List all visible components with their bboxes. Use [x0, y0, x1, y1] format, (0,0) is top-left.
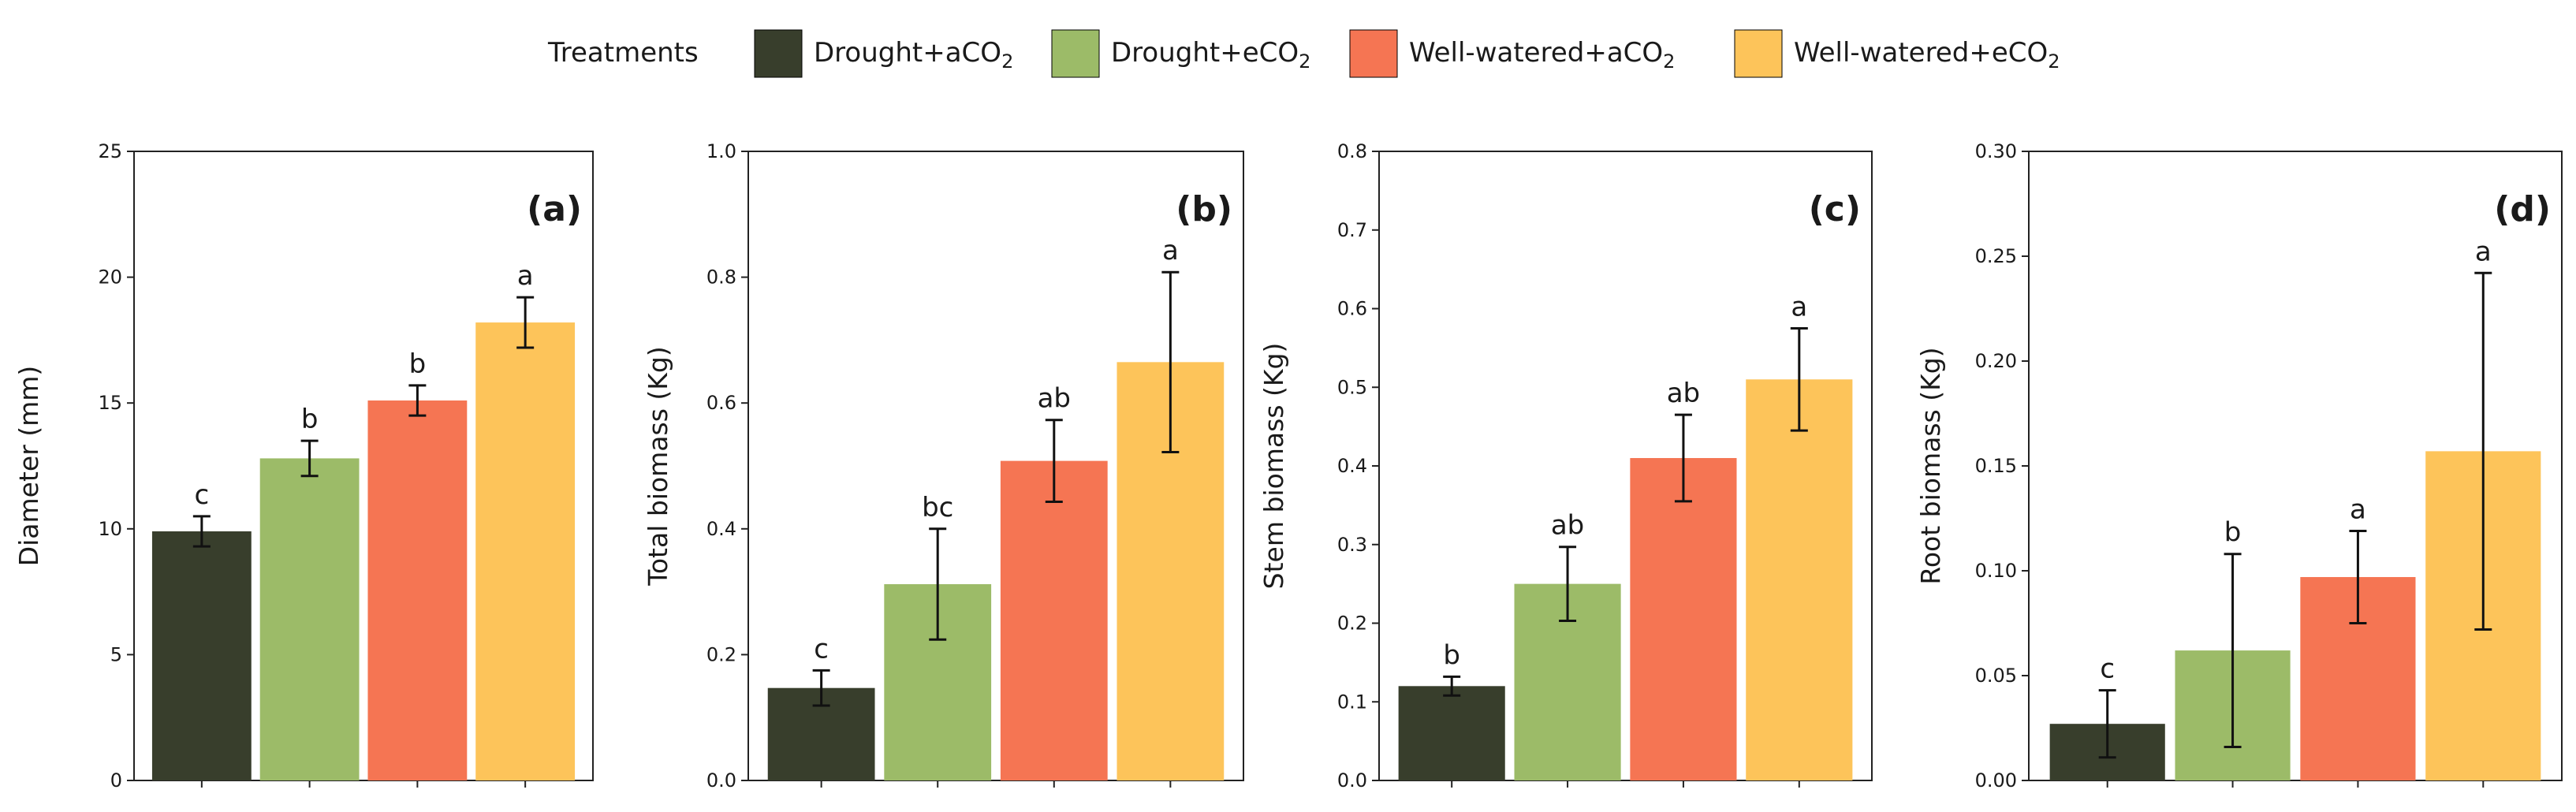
bar: [259, 458, 360, 780]
significance-label: c: [2100, 654, 2115, 685]
panel-c: 0.0 0.1 0.2 0.3 0.4 0.5 0.6 0.7 0.8 Stem biomass …: [1258, 140, 1873, 792]
bar: [151, 531, 252, 780]
y-tick-label: 0: [110, 769, 122, 792]
y-axis-label: Diameter (mm): [13, 366, 44, 567]
legend-swatch: [1051, 29, 1100, 78]
significance-label: b: [2224, 517, 2242, 549]
significance-label: a: [1791, 291, 1807, 322]
bar: [1630, 458, 1737, 780]
legend-label-subscript: 2: [1299, 50, 1310, 73]
legend-swatch: [754, 29, 803, 78]
bar: [1398, 686, 1505, 780]
significance-label: b: [409, 348, 427, 380]
panel-label: (c): [1809, 189, 1861, 229]
panel-label: (d): [2494, 189, 2551, 229]
significance-label: c: [194, 479, 209, 511]
significance-label: a: [517, 260, 534, 292]
significance-label: ab: [1551, 510, 1584, 542]
panel-label: (a): [527, 189, 582, 229]
significance-label: b: [1443, 639, 1460, 671]
significance-label: a: [2350, 494, 2366, 525]
bar: [1746, 379, 1853, 780]
y-tick-label: 0.5: [1337, 376, 1367, 398]
bar: [1000, 460, 1108, 780]
y-axis-label: Root biomass (Kg): [1915, 347, 1946, 584]
y-tick-label: 0.3: [1337, 534, 1367, 556]
legend-swatch: [1349, 29, 1398, 78]
legend: Treatments Drought+aCO2 Drought+eCO2 Wel…: [547, 29, 2060, 78]
y-tick-label: 5: [110, 643, 122, 665]
y-axis-label: Stem biomass (Kg): [1258, 343, 1289, 590]
legend-label-subscript: 2: [2048, 50, 2060, 73]
legend-label-subscript: 2: [1001, 50, 1013, 73]
y-tick-label: 0.7: [1337, 219, 1367, 241]
y-tick-label: 0.2: [706, 643, 736, 665]
bar: [475, 322, 576, 780]
legend-entry: Drought+eCO2: [1051, 29, 1310, 78]
panel-label: (b): [1176, 189, 1232, 229]
y-tick-label: 0.8: [706, 266, 736, 289]
axes-frame: [133, 151, 594, 781]
y-tick-label: 0.8: [1337, 140, 1367, 162]
significance-label: bc: [922, 492, 953, 523]
y-axis-label: Total biomass (Kg): [643, 346, 673, 586]
legend-title: Treatments: [547, 37, 699, 69]
y-tick-label: 0.6: [1337, 298, 1367, 320]
legend-label-text: Well-watered+aCO: [1409, 37, 1663, 69]
legend-label-text: Drought+aCO: [814, 37, 1001, 69]
significance-label: a: [2475, 236, 2492, 267]
y-tick-label: 0.0: [1337, 769, 1367, 792]
legend-label: Drought+eCO2: [1111, 37, 1310, 73]
significance-label: ab: [1667, 378, 1700, 409]
significance-label: b: [301, 404, 319, 435]
significance-label: a: [1162, 235, 1179, 266]
y-tick-label: 10: [98, 518, 122, 540]
y-tick-label: 25: [98, 140, 122, 162]
panel-d: 0.00 0.05 0.10 0.15 0.20 0.25 0.30 Root biomass…: [1915, 140, 2563, 792]
y-tick-label: 0.6: [706, 392, 736, 414]
y-tick-label: 0.1: [1337, 691, 1367, 713]
axes-frame: [747, 151, 1244, 781]
y-tick-label: 0.00: [1975, 769, 2017, 792]
legend-label-text: Drought+eCO: [1111, 37, 1299, 69]
legend-label: Drought+aCO2: [814, 37, 1013, 73]
y-tick-label: 15: [98, 392, 122, 414]
panel-b: 0.0 0.2 0.4 0.6 0.8 1.0 Total biomass (Kg) c bc a…: [643, 140, 1244, 792]
y-tick-label: 0.15: [1975, 455, 2017, 477]
y-tick-label: 0.2: [1337, 613, 1367, 635]
legend-swatch: [1734, 29, 1783, 78]
legend-entry: Well-watered+aCO2: [1349, 29, 1675, 78]
y-tick-label: 0.25: [1975, 245, 2017, 267]
y-tick-label: 0.20: [1975, 350, 2017, 372]
significance-label: ab: [1038, 383, 1071, 415]
y-tick-label: 1.0: [706, 140, 736, 162]
y-tick-label: 0.4: [1337, 455, 1367, 477]
y-tick-label: 0.4: [706, 518, 736, 540]
legend-label: Well-watered+aCO2: [1409, 37, 1675, 73]
significance-label: c: [814, 633, 829, 665]
bar: [367, 400, 468, 780]
legend-entry: Well-watered+eCO2: [1734, 29, 2060, 78]
y-tick-label: 0.05: [1975, 665, 2017, 687]
legend-entry: Drought+aCO2: [754, 29, 1013, 78]
legend-label-subscript: 2: [1663, 50, 1675, 73]
legend-label: Well-watered+eCO2: [1794, 37, 2060, 73]
y-tick-label: 20: [98, 266, 122, 289]
legend-label-text: Well-watered+eCO: [1794, 37, 2048, 69]
y-tick-label: 0.10: [1975, 560, 2017, 582]
panel-a: 0 5 10 15 20 25 Diameter (mm) c b b a (a): [13, 140, 594, 792]
y-tick-label: 0.0: [706, 769, 736, 792]
y-tick-label: 0.30: [1975, 140, 2017, 162]
